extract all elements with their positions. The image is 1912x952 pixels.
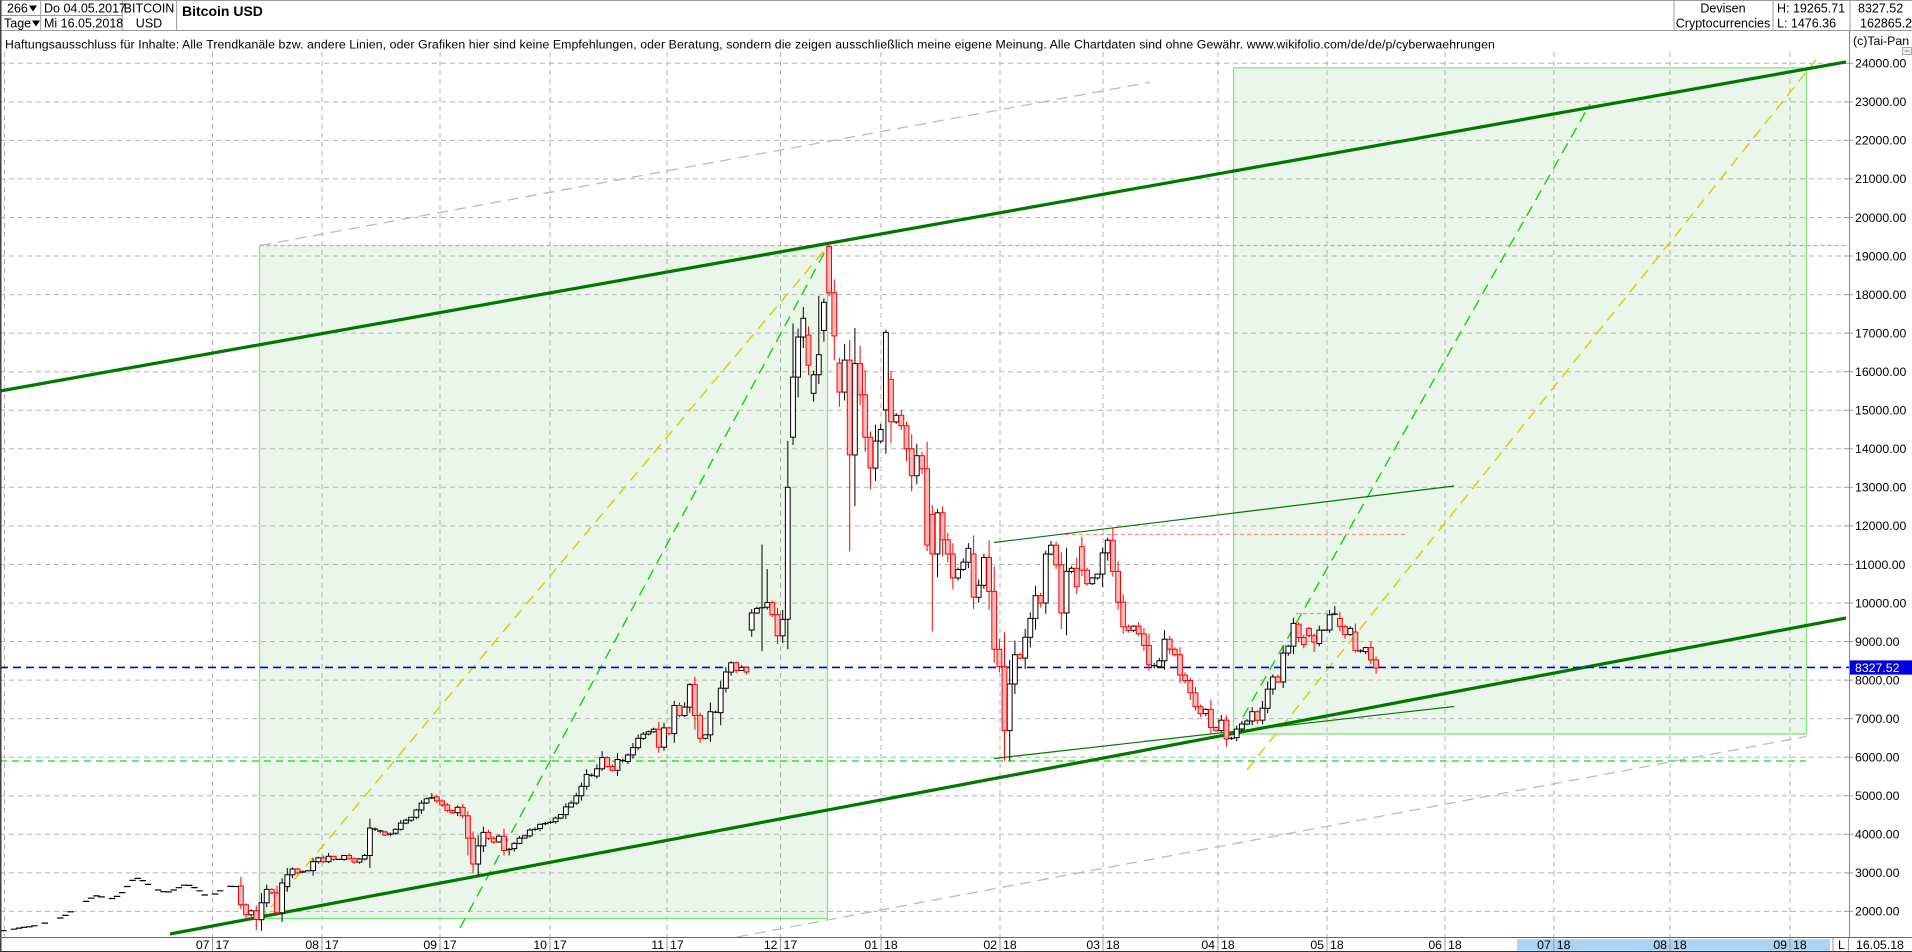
svg-text:16.05.18: 16.05.18 [1856, 938, 1904, 952]
svg-text:USD: USD [136, 17, 162, 31]
svg-text:18: 18 [1330, 938, 1344, 952]
svg-text:08: 08 [1653, 938, 1667, 952]
svg-text:18: 18 [1106, 938, 1120, 952]
svg-text:H: 19265.71: H: 19265.71 [1777, 2, 1845, 16]
svg-text:7000.00: 7000.00 [1855, 712, 1900, 726]
svg-text:Cryptocurrencies: Cryptocurrencies [1676, 17, 1770, 31]
svg-text:13000.00: 13000.00 [1855, 481, 1906, 495]
svg-text:BITCOIN: BITCOIN [124, 2, 175, 16]
svg-text:12: 12 [764, 938, 778, 952]
svg-text:18: 18 [884, 938, 898, 952]
svg-text:4000.00: 4000.00 [1855, 828, 1900, 842]
svg-text:11: 11 [651, 938, 664, 952]
svg-text:18: 18 [1557, 938, 1571, 952]
svg-text:L: L [1838, 938, 1845, 952]
svg-text:08: 08 [305, 938, 319, 952]
svg-text:3000.00: 3000.00 [1855, 866, 1900, 880]
svg-text:162865.2/: 162865.2/ [1860, 17, 1912, 31]
svg-text:8327.52: 8327.52 [1855, 661, 1900, 675]
svg-text:17: 17 [784, 938, 798, 952]
svg-text:18: 18 [1448, 938, 1462, 952]
svg-text:11000.00: 11000.00 [1855, 558, 1906, 572]
svg-text:06: 06 [1428, 938, 1442, 952]
svg-text:19000.00: 19000.00 [1855, 249, 1906, 263]
svg-text:09: 09 [423, 938, 437, 952]
svg-text:Bitcoin USD: Bitcoin USD [182, 3, 263, 19]
svg-text:16000.00: 16000.00 [1855, 365, 1906, 379]
svg-text:18: 18 [1221, 938, 1235, 952]
svg-text:8327.52: 8327.52 [1858, 2, 1903, 16]
svg-text:6000.00: 6000.00 [1855, 751, 1900, 765]
svg-text:10000.00: 10000.00 [1855, 596, 1906, 610]
svg-text:03: 03 [1086, 938, 1100, 952]
svg-text:01: 01 [864, 938, 878, 952]
svg-text:09: 09 [1773, 938, 1787, 952]
svg-text:18000.00: 18000.00 [1855, 288, 1906, 302]
svg-text:Mi 16.05.2018: Mi 16.05.2018 [44, 17, 123, 31]
svg-text:22000.00: 22000.00 [1855, 134, 1906, 148]
svg-text:Devisen: Devisen [1700, 2, 1745, 16]
svg-text:14000.00: 14000.00 [1855, 442, 1906, 456]
svg-text:24000.00: 24000.00 [1855, 57, 1906, 71]
svg-text:05: 05 [1310, 938, 1324, 952]
svg-text:18: 18 [1003, 938, 1017, 952]
svg-text:9000.00: 9000.00 [1855, 635, 1900, 649]
svg-text:18: 18 [1673, 938, 1687, 952]
svg-text:17: 17 [553, 938, 567, 952]
svg-text:15000.00: 15000.00 [1855, 404, 1906, 418]
svg-text:10: 10 [533, 938, 547, 952]
svg-text:21000.00: 21000.00 [1855, 172, 1906, 186]
svg-text:Tage: Tage [4, 17, 31, 31]
svg-text:17: 17 [325, 938, 339, 952]
svg-text:Haftungsausschluss für Inhalte: Haftungsausschluss für Inhalte: Alle Tre… [5, 38, 1495, 52]
svg-text:07: 07 [196, 938, 210, 952]
svg-text:23000.00: 23000.00 [1855, 95, 1906, 109]
svg-text:Do 04.05.2017: Do 04.05.2017 [44, 2, 126, 16]
svg-text:18: 18 [1793, 938, 1807, 952]
svg-text:04: 04 [1201, 938, 1215, 952]
svg-text:02: 02 [983, 938, 997, 952]
svg-text:5000.00: 5000.00 [1855, 789, 1900, 803]
svg-text:2000.00: 2000.00 [1855, 905, 1900, 919]
svg-text:20000.00: 20000.00 [1855, 211, 1906, 225]
svg-text:17: 17 [443, 938, 457, 952]
svg-text:17: 17 [216, 938, 230, 952]
svg-text:07: 07 [1537, 938, 1551, 952]
svg-text:(c)Tai-Pan: (c)Tai-Pan [1853, 34, 1909, 48]
svg-text:12000.00: 12000.00 [1855, 519, 1906, 533]
svg-text:17000.00: 17000.00 [1855, 326, 1906, 340]
svg-text:L: 1476.36: L: 1476.36 [1777, 17, 1836, 31]
svg-text:17: 17 [670, 938, 684, 952]
svg-text:8000.00: 8000.00 [1855, 673, 1900, 687]
svg-text:266: 266 [7, 2, 28, 16]
